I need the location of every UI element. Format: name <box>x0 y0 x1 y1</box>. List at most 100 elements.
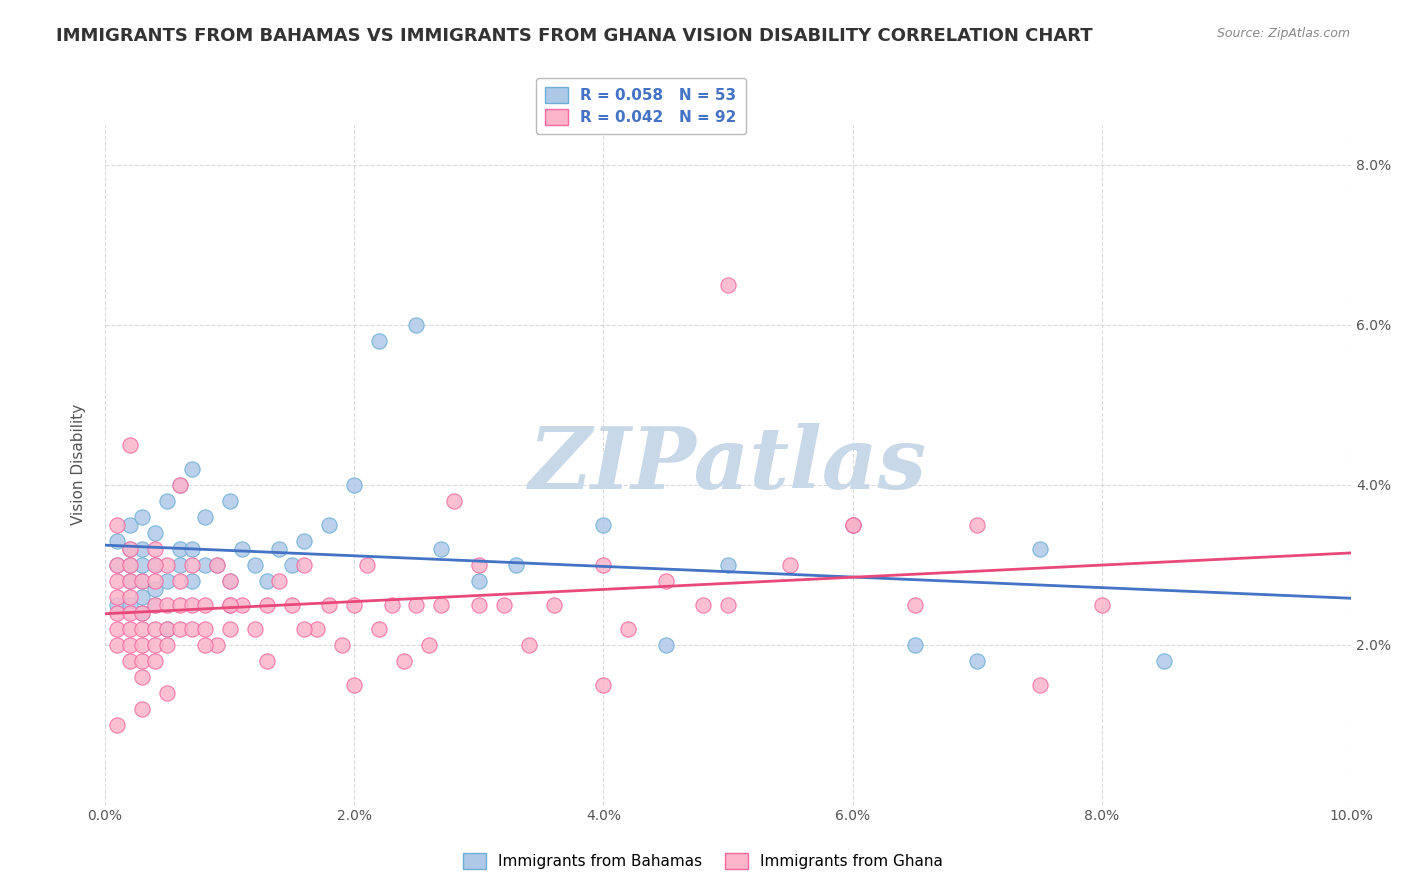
Point <box>131 622 153 636</box>
Point <box>181 622 204 636</box>
Point <box>443 493 465 508</box>
Point <box>107 598 129 612</box>
Point <box>517 638 540 652</box>
Point <box>617 622 640 636</box>
Point <box>205 638 228 652</box>
Point <box>717 598 740 612</box>
Point <box>131 541 153 556</box>
Point <box>405 598 427 612</box>
Point <box>107 606 129 620</box>
Point <box>131 574 153 588</box>
Point <box>392 654 415 668</box>
Point <box>118 558 141 572</box>
Point <box>181 541 204 556</box>
Point <box>904 638 927 652</box>
Point <box>107 574 129 588</box>
Point <box>841 517 863 532</box>
Point <box>143 541 166 556</box>
Point <box>218 493 240 508</box>
Point <box>1091 598 1114 612</box>
Point <box>107 558 129 572</box>
Point <box>143 654 166 668</box>
Point <box>169 541 191 556</box>
Point <box>492 598 515 612</box>
Point <box>118 574 141 588</box>
Point <box>966 517 988 532</box>
Point <box>256 574 278 588</box>
Point <box>156 622 179 636</box>
Point <box>143 622 166 636</box>
Point <box>107 533 129 548</box>
Point <box>181 558 204 572</box>
Point <box>717 558 740 572</box>
Point <box>118 654 141 668</box>
Point <box>107 638 129 652</box>
Point <box>218 598 240 612</box>
Point <box>181 598 204 612</box>
Point <box>107 517 129 532</box>
Point <box>692 598 714 612</box>
Point <box>343 598 366 612</box>
Point <box>592 678 614 692</box>
Point <box>194 598 217 612</box>
Point <box>118 598 141 612</box>
Point <box>269 574 291 588</box>
Point <box>966 654 988 668</box>
Point <box>181 574 204 588</box>
Point <box>143 558 166 572</box>
Point <box>592 517 614 532</box>
Point <box>654 638 676 652</box>
Point <box>156 493 179 508</box>
Legend: R = 0.058   N = 53, R = 0.042   N = 92: R = 0.058 N = 53, R = 0.042 N = 92 <box>536 78 745 135</box>
Point <box>292 533 315 548</box>
Point <box>717 277 740 292</box>
Point <box>343 477 366 491</box>
Point <box>131 606 153 620</box>
Point <box>118 541 141 556</box>
Point <box>118 622 141 636</box>
Point <box>468 574 491 588</box>
Point <box>118 438 141 452</box>
Point <box>292 558 315 572</box>
Point <box>131 558 153 572</box>
Point <box>1028 541 1050 556</box>
Point <box>131 670 153 684</box>
Point <box>405 318 427 332</box>
Point <box>468 598 491 612</box>
Point <box>169 622 191 636</box>
Point <box>218 598 240 612</box>
Text: Source: ZipAtlas.com: Source: ZipAtlas.com <box>1216 27 1350 40</box>
Point <box>131 590 153 604</box>
Point <box>243 558 266 572</box>
Point <box>904 598 927 612</box>
Point <box>118 541 141 556</box>
Point <box>231 541 253 556</box>
Point <box>169 477 191 491</box>
Point <box>118 517 141 532</box>
Point <box>779 558 801 572</box>
Y-axis label: Vision Disability: Vision Disability <box>72 404 86 525</box>
Point <box>194 509 217 524</box>
Point <box>381 598 404 612</box>
Point <box>218 622 240 636</box>
Point <box>143 638 166 652</box>
Point <box>169 558 191 572</box>
Point <box>107 590 129 604</box>
Point <box>118 638 141 652</box>
Point <box>368 622 391 636</box>
Point <box>143 582 166 596</box>
Point <box>430 598 453 612</box>
Point <box>505 558 527 572</box>
Point <box>205 558 228 572</box>
Point <box>118 606 141 620</box>
Point <box>131 654 153 668</box>
Point <box>181 461 204 475</box>
Point <box>131 701 153 715</box>
Legend: Immigrants from Bahamas, Immigrants from Ghana: Immigrants from Bahamas, Immigrants from… <box>457 847 949 875</box>
Point <box>107 717 129 731</box>
Point <box>156 622 179 636</box>
Point <box>292 622 315 636</box>
Point <box>418 638 440 652</box>
Point <box>107 622 129 636</box>
Point <box>305 622 328 636</box>
